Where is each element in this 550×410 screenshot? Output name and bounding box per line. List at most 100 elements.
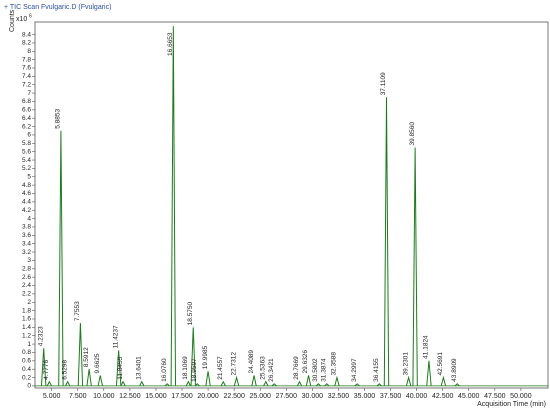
peak-label: 32.3588	[331, 352, 338, 376]
x-tick-label: 17.500	[171, 393, 193, 400]
peak-label: 26.3421	[268, 358, 275, 382]
peak-label: 18.1069	[182, 356, 189, 380]
y-tick-label: 2.2	[22, 291, 31, 298]
y-tick-label: 1.8	[22, 307, 31, 314]
y-tick-label: 7.6	[22, 65, 31, 72]
peak-label: 39.2301	[402, 352, 409, 376]
y-tick-label: 3.6	[22, 232, 31, 239]
y-scale-label: x10	[16, 16, 27, 23]
y-tick-label: 4	[27, 215, 31, 222]
peak	[233, 375, 240, 387]
y-tick-label: 8	[27, 48, 31, 55]
x-tick-label: 25.000	[250, 393, 272, 400]
x-axis-label: Acquisition Time (min)	[477, 401, 546, 408]
peak	[190, 327, 196, 386]
x-tick-label: 37.500	[380, 393, 402, 400]
y-tick-label: 4.6	[22, 190, 31, 197]
peak	[139, 380, 145, 387]
y-tick-label: 6.4	[22, 115, 31, 122]
y-tick-label: 1	[27, 341, 31, 348]
peak-label: 25.5363	[260, 356, 267, 380]
peak-label: 30.5802	[312, 358, 319, 382]
x-tick-label: 20.000	[197, 393, 219, 400]
y-tick-label: 5	[27, 173, 31, 180]
x-tick-label: 7.500	[69, 393, 87, 400]
y-tick-label: 2.4	[22, 282, 31, 289]
peak	[164, 383, 170, 387]
y-scale-exponent: 6	[29, 13, 32, 19]
peak	[271, 383, 277, 387]
peak	[263, 380, 269, 387]
peak	[170, 26, 177, 386]
peak-label: 11.4237	[112, 325, 119, 348]
y-tick-label: 0.2	[22, 374, 31, 381]
peak	[194, 383, 200, 387]
x-tick-label: 15.000	[145, 393, 167, 400]
peak	[440, 375, 447, 387]
y-tick-label: 1.2	[22, 332, 31, 339]
peak	[296, 380, 303, 387]
peak-label: 8.5912	[83, 347, 90, 367]
y-tick-label: 8.4	[22, 31, 31, 38]
x-tick-label: 12.500	[119, 393, 141, 400]
x-tick-label: 47.500	[484, 393, 506, 400]
y-tick-label: 7	[27, 90, 31, 97]
peak	[185, 380, 191, 387]
chart-title: + TIC Scan Fvulgaric.D (Fvulgaric)	[4, 4, 111, 11]
peak	[251, 375, 257, 387]
peak	[115, 350, 122, 386]
peak-label: 13.6401	[135, 356, 142, 380]
peak	[383, 97, 390, 386]
x-tick-label: 5.000	[43, 393, 61, 400]
y-tick-label: 5.2	[22, 165, 31, 172]
y-tick-label: 5.8	[22, 140, 31, 147]
y-axis-label: Counts	[9, 9, 16, 32]
y-tick-label: 6.2	[22, 123, 31, 130]
peak-label: 24.4089	[248, 350, 255, 374]
y-tick-label: 0.4	[22, 366, 31, 373]
peak-label: 21.4557	[217, 356, 224, 380]
peak	[315, 383, 321, 387]
y-tick-label: 4.4	[22, 199, 31, 206]
peak-label: 18.9597	[191, 358, 198, 382]
peak	[405, 375, 412, 387]
peak-label: 43.8909	[451, 358, 458, 382]
y-tick-label: 1.4	[22, 324, 31, 331]
x-tick-label: 40.000	[406, 393, 428, 400]
x-tick-label: 32.500	[328, 393, 350, 400]
peak	[58, 130, 64, 386]
x-tick-label: 27.500	[276, 393, 298, 400]
peak	[97, 375, 103, 387]
peak-label: 6.5298	[61, 359, 68, 379]
peak	[324, 383, 330, 387]
y-tick-label: 3.2	[22, 249, 31, 256]
x-tick-label: 50.000	[510, 393, 532, 400]
x-tick-label: 10.000	[93, 393, 115, 400]
peak-label: 4.7776	[43, 359, 50, 379]
peak	[86, 369, 92, 386]
y-tick-label: 4.8	[22, 182, 31, 189]
peak-label: 16.0760	[161, 358, 168, 382]
y-tick-label: 3.4	[22, 240, 31, 247]
y-tick-label: 0.6	[22, 358, 31, 365]
y-tick-label: 3.8	[22, 224, 31, 231]
peak-label: 7.7553	[74, 301, 81, 321]
peak	[454, 383, 460, 387]
peak-label: 19.9985	[202, 345, 209, 369]
peak	[220, 380, 226, 387]
peak	[77, 323, 84, 386]
peak	[46, 380, 53, 387]
peak-label: 16.6653	[167, 32, 174, 56]
y-tick-label: 0	[27, 383, 31, 390]
peak-label: 34.2997	[351, 358, 358, 382]
peak-label: 39.8560	[409, 122, 416, 146]
peak-label: 37.1109	[380, 72, 387, 95]
peak	[40, 348, 47, 386]
peak-label: 11.8455	[117, 356, 124, 379]
y-tick-label: 5.4	[22, 157, 31, 164]
plot-frame	[34, 21, 549, 389]
y-tick-label: 2.6	[22, 274, 31, 281]
peak-label: 41.1824	[423, 335, 430, 359]
